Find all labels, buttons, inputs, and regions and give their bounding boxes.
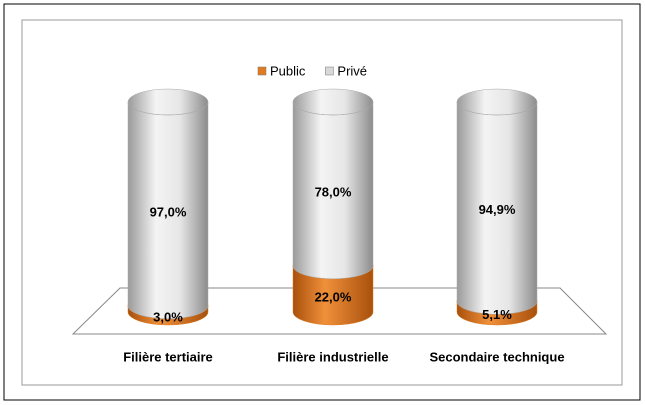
- legend-label: Public: [270, 63, 306, 78]
- x-tick-label: Filière industrielle: [277, 349, 388, 364]
- value-label: 94,9%: [479, 202, 516, 217]
- value-label: 3,0%: [153, 309, 183, 324]
- legend-swatch: [257, 66, 267, 76]
- value-label: 22,0%: [315, 289, 352, 304]
- value-label: 5,1%: [482, 307, 512, 322]
- legend-label: Privé: [337, 63, 367, 78]
- x-tick-label: Filière tertiaire: [123, 349, 213, 364]
- cylinder-segment: [127, 88, 209, 319]
- x-tick-label: Secondaire technique: [429, 349, 564, 364]
- value-label: 97,0%: [150, 204, 187, 219]
- legend-swatch: [325, 66, 334, 76]
- cylinder-segment: [456, 88, 538, 315]
- cylinder-segment: [292, 88, 374, 280]
- value-label: 78,0%: [315, 184, 352, 199]
